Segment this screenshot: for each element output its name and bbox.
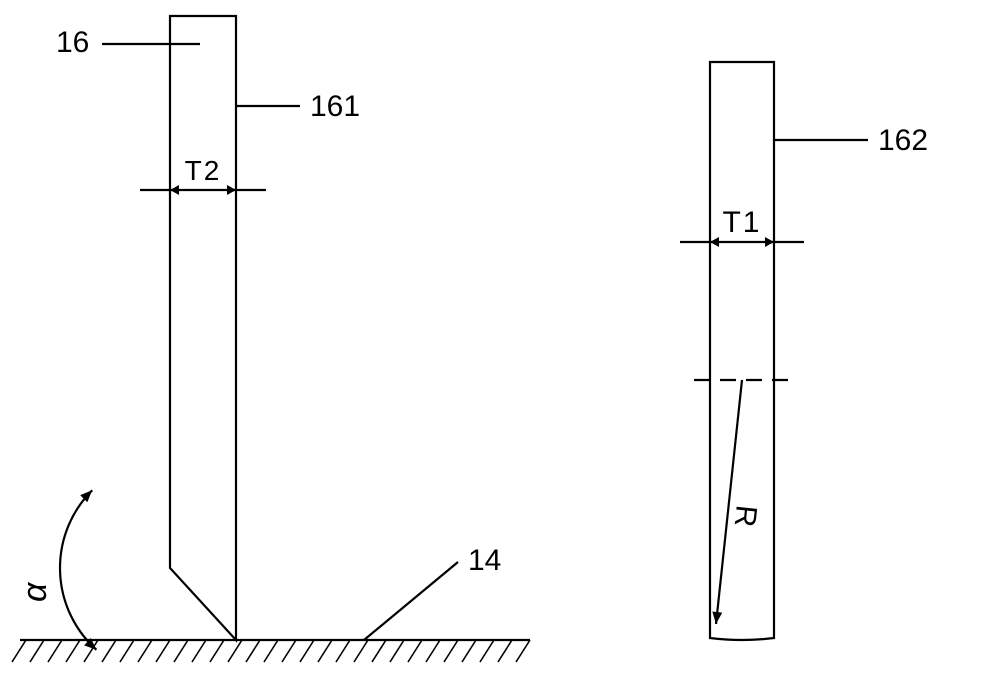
left-shape [170, 16, 236, 640]
r-dimension: R [712, 380, 762, 624]
figure-canvas: T2 T1 R 16 161 162 14 α [0, 0, 1000, 692]
label-162: 162 [878, 124, 928, 157]
leader-l14 [364, 562, 458, 640]
label-16: 16 [56, 26, 89, 59]
label-14: 14 [468, 544, 501, 577]
alpha-arc [60, 490, 96, 650]
t2-label: T2 [185, 155, 222, 186]
t2-dimension [140, 185, 266, 195]
right-shape [710, 62, 774, 640]
label-alpha: α [16, 581, 54, 602]
r-label: R [728, 504, 763, 529]
t1-label: T1 [722, 206, 761, 239]
label-161: 161 [310, 90, 360, 123]
